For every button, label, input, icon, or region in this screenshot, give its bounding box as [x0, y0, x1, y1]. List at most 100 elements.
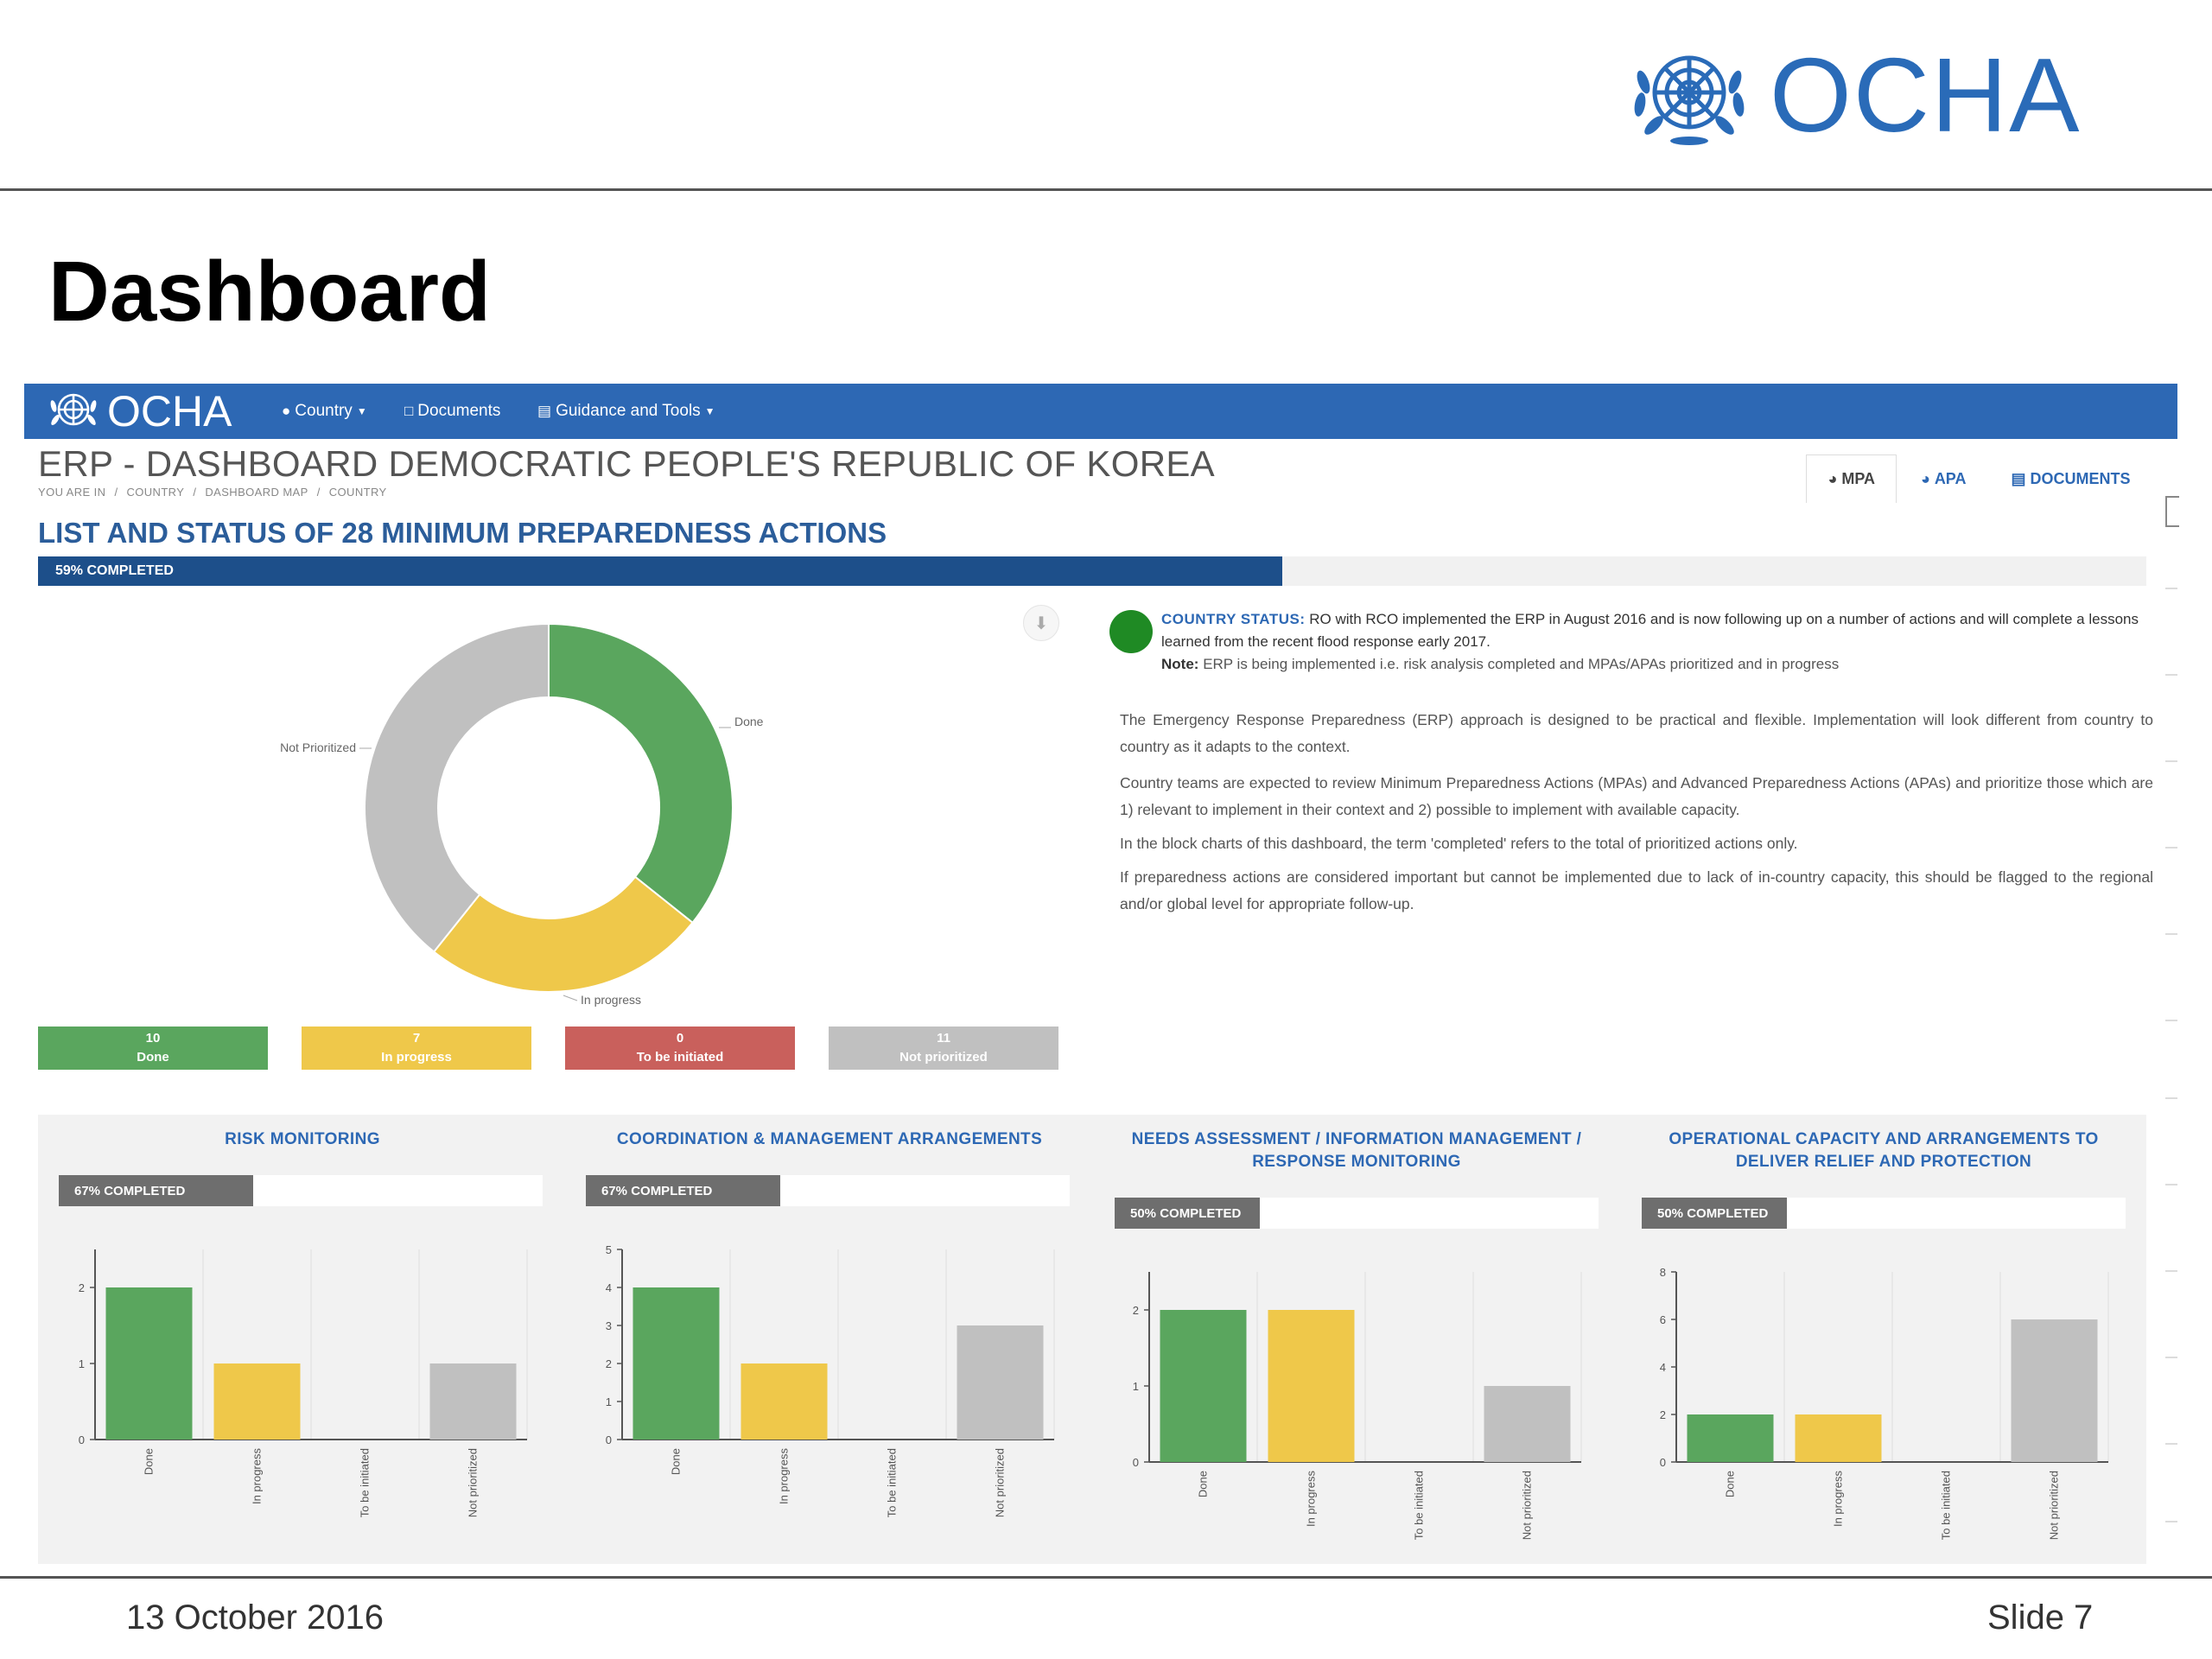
side-panel-toggle[interactable] [2165, 496, 2179, 527]
tab-mpa-label: MPA [1841, 470, 1876, 487]
legend-done[interactable]: 10 Done [38, 1027, 268, 1070]
ocha-slide-logo: OCHA [1624, 35, 2108, 156]
country-status-label: COUNTRY STATUS: [1161, 611, 1306, 627]
x-tick-label: To be initiated [359, 1448, 372, 1517]
nav-logo[interactable]: OCHA [47, 384, 232, 439]
bar[interactable] [1484, 1386, 1571, 1462]
coordination-bar-chart: 0 1 2 3 4 5 Done In progress To be initiated Not … [606, 1243, 1055, 1517]
x-tick-label: In progress [778, 1448, 791, 1505]
bar[interactable] [429, 1363, 517, 1440]
tab-documents[interactable]: ▤ DOCUMENTS [1990, 454, 2152, 503]
caret-down-icon: ▼ [704, 405, 715, 417]
y-tick-label: 5 [606, 1243, 612, 1256]
slide-divider-top [0, 188, 2212, 191]
info-paragraph: If preparedness actions are considered i… [1120, 868, 2153, 912]
download-chart-button[interactable]: ⬇ [1023, 605, 1059, 641]
breadcrumb-dashboard-map[interactable]: DASHBOARD MAP [205, 486, 308, 499]
y-tick-label: 0 [1133, 1456, 1139, 1469]
panel-title: OPERATIONAL CAPACITY AND ARRANGEMENTS TO… [1669, 1130, 2099, 1171]
nav-guidance-menu[interactable]: ▤ Guidance and Tools ▼ [537, 384, 715, 439]
slide-title: Dashboard [48, 244, 491, 339]
x-tick-label: Done [670, 1448, 683, 1475]
x-tick-label: To be initiated [886, 1448, 899, 1517]
caret-down-icon: ▼ [356, 405, 367, 417]
pie-icon: ◕ [1920, 469, 1930, 487]
mpa-heading: LIST AND STATUS OF 28 MINIMUM PREPAREDNE… [38, 517, 887, 549]
x-tick-label: Not prioritized [1521, 1471, 1534, 1540]
nav-guidance-label: Guidance and Tools [556, 402, 701, 420]
x-tick-label: In progress [251, 1448, 264, 1505]
footer-date: 13 October 2016 [126, 1599, 384, 1637]
nav-logo-text: OCHA [107, 387, 232, 435]
panel-coordination: COORDINATION & MANAGEMENT ARRANGEMENTS [579, 1128, 1080, 1151]
donut-label-not-prioritized: Not Prioritized [280, 741, 356, 754]
donut-label-connector [563, 995, 578, 1001]
donut-slice-in-progress[interactable] [432, 875, 694, 993]
edge-tick [2165, 588, 2177, 589]
legend-not-prioritized[interactable]: 11 Not prioritized [829, 1027, 1058, 1070]
panel-progress-label: 67% COMPLETED [74, 1183, 186, 1198]
panel-needs-assessment: NEEDS ASSESSMENT / INFORMATION MANAGEMEN… [1115, 1128, 1599, 1173]
bar[interactable] [741, 1363, 828, 1440]
document-icon: ▤ [2011, 469, 2026, 487]
edge-tick [2165, 1097, 2177, 1099]
breadcrumb-country[interactable]: COUNTRY [126, 486, 185, 499]
tab-apa-label: APA [1934, 469, 1967, 487]
breadcrumb-separator: / [316, 486, 321, 499]
legend-to-be-initiated-label: To be initiated [636, 1050, 724, 1065]
download-icon: ⬇ [1033, 613, 1049, 633]
donut-label-in-progress: In progress [581, 993, 641, 1007]
x-tick-label: Not prioritized [994, 1448, 1007, 1517]
y-tick-label: 2 [1133, 1304, 1139, 1317]
page-title: ERP - DASHBOARD DEMOCRATIC PEOPLE'S REPU… [38, 443, 1215, 484]
panel-risk-monitoring: RISK MONITORING [52, 1128, 553, 1151]
pie-icon: ◕ [1827, 470, 1838, 487]
y-tick-label: 8 [1660, 1266, 1666, 1279]
tab-mpa[interactable]: ◕ MPA [1806, 454, 1897, 503]
globe-icon: ● [282, 403, 291, 419]
bar[interactable] [1795, 1414, 1882, 1462]
y-tick-label: 2 [79, 1281, 85, 1294]
country-status-text: COUNTRY STATUS: RO with RCO implemented … [1161, 608, 2169, 653]
tab-apa[interactable]: ◕ APA [1897, 454, 1989, 503]
country-status-indicator [1109, 610, 1153, 653]
panel-progress-label: 67% COMPLETED [601, 1183, 713, 1198]
panel-progress-fill: 50% COMPLETED [1115, 1198, 1260, 1229]
y-tick-label: 6 [1660, 1313, 1666, 1326]
bar[interactable] [105, 1287, 193, 1440]
un-emblem-icon [1634, 55, 1745, 145]
nav-documents-label: Documents [417, 402, 501, 420]
y-tick-label: 1 [1133, 1380, 1139, 1393]
y-tick-label: 0 [79, 1433, 85, 1446]
bar[interactable] [1268, 1310, 1355, 1462]
edge-tick [2165, 933, 2177, 935]
legend-done-label: Done [137, 1050, 169, 1065]
donut-slice-done[interactable] [548, 622, 734, 925]
nav-country-menu[interactable]: ● Country ▼ [282, 384, 367, 439]
footer-slide-number: Slide 7 [1987, 1599, 2094, 1637]
panel-title: NEEDS ASSESSMENT / INFORMATION MANAGEMEN… [1131, 1130, 1582, 1171]
edge-tick [2165, 1020, 2177, 1021]
document-icon: □ [404, 403, 414, 419]
bar[interactable] [632, 1287, 720, 1440]
bar[interactable] [213, 1363, 301, 1440]
x-tick-label: Not prioritized [2048, 1471, 2061, 1540]
legend-to-be-initiated-count: 0 [676, 1031, 684, 1046]
legend-in-progress[interactable]: 7 In progress [302, 1027, 531, 1070]
x-tick-label: In progress [1832, 1471, 1845, 1528]
x-tick-label: Done [143, 1448, 156, 1475]
breadcrumb-separator: / [193, 486, 197, 499]
bar[interactable] [1687, 1414, 1774, 1462]
bar[interactable] [2011, 1319, 2098, 1462]
x-tick-label: Done [1724, 1471, 1737, 1497]
info-paragraph: In the block charts of this dashboard, t… [1120, 835, 1798, 852]
nav-documents-link[interactable]: □ Documents [404, 384, 500, 439]
donut-slice-not-prioritized[interactable] [364, 622, 550, 953]
bar[interactable] [1160, 1310, 1247, 1462]
legend-to-be-initiated[interactable]: 0 To be initiated [565, 1027, 795, 1070]
panel-title: RISK MONITORING [225, 1130, 380, 1148]
mpa-progress-bar: 59% COMPLETED [38, 556, 2146, 586]
edge-tick [2165, 1184, 2177, 1185]
legend-not-prioritized-count: 11 [937, 1031, 950, 1046]
bar[interactable] [957, 1325, 1044, 1440]
